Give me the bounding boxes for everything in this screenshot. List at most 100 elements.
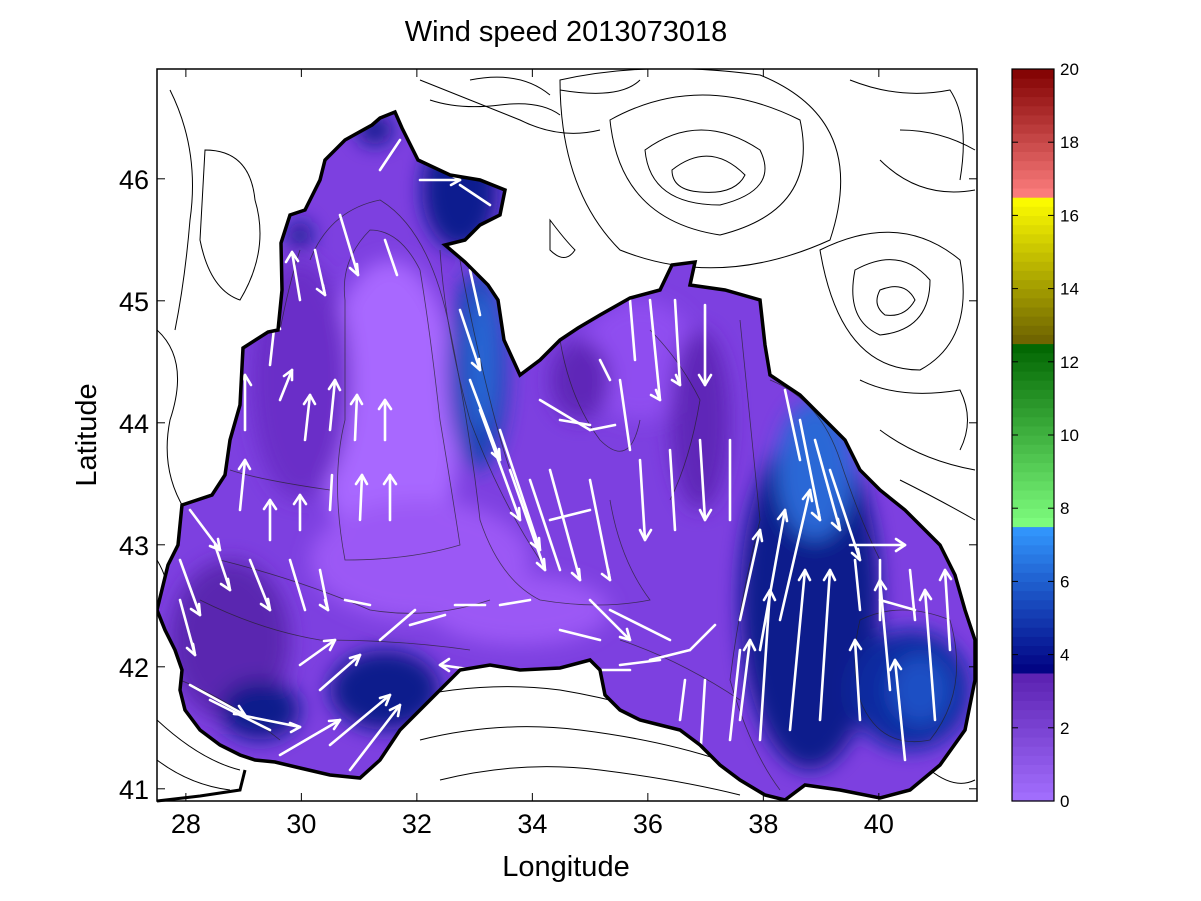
colorbar-step [1012,444,1054,454]
colorbar-step [1012,535,1054,546]
y-tick-label: 43 [119,531,149,561]
colorbar-step [1012,736,1054,747]
colorbar-step [1012,746,1054,756]
colorbar-tick-label: 18 [1060,133,1079,152]
colorbar-step [1012,206,1054,216]
colorbar-step [1012,343,1054,354]
colorbar-step [1012,306,1054,317]
wind-vectors [178,138,953,772]
colorbar-step [1012,672,1054,683]
colorbar-step [1012,499,1054,509]
colorbar-step [1012,471,1054,482]
colorbar-step [1012,544,1054,555]
colorbar-step [1012,553,1054,564]
colorbar-step [1012,123,1054,134]
colorbar-step [1012,608,1054,619]
colorbar-tick-label: 12 [1060,353,1079,372]
colorbar-step [1012,718,1054,729]
colorbar-tick-label: 0 [1060,792,1069,811]
colorbar-step [1012,453,1054,464]
land-contours [157,69,976,796]
colorbar-tick-label: 2 [1060,719,1069,738]
colorbar-step [1012,782,1054,793]
colorbar-step [1012,489,1054,500]
colorbar-step [1012,663,1054,674]
colorbar-step [1012,151,1054,162]
colorbar-step [1012,791,1054,802]
colorbar-step [1012,691,1054,701]
colorbar-step [1012,261,1054,271]
colorbar-tick-label: 16 [1060,206,1079,225]
colorbar-step [1012,508,1054,518]
colorbar-step [1012,133,1054,143]
colorbar-tick-label: 6 [1060,572,1069,591]
colorbar-step [1012,87,1054,98]
y-tick-label: 44 [119,409,149,439]
colorbar-step [1012,114,1054,125]
colorbar-step [1012,233,1054,244]
colorbar-step [1012,654,1054,665]
colorbar-step [1012,334,1054,345]
x-tick-label: 32 [402,809,432,839]
colorbar-step [1012,361,1054,372]
colorbar-step [1012,700,1054,711]
x-axis-label: Longitude [502,851,629,883]
plot-frame [156,68,978,802]
colorbar-step [1012,316,1054,326]
colorbar-step [1012,389,1054,399]
colorbar-step [1012,224,1054,235]
colorbar-step [1012,682,1054,692]
colorbar-step [1012,581,1054,592]
colorbar-step [1012,352,1054,363]
colorbar-tick-label: 4 [1060,646,1069,665]
colorbar-step [1012,599,1054,610]
colorbar: 0 2 4 6 8 10 12 14 16 18 20 [1011,60,1079,811]
colorbar-step [1012,197,1054,207]
colorbar-step [1012,380,1054,390]
x-tick-label: 28 [171,809,201,839]
colorbar-step [1012,69,1054,79]
colorbar-step [1012,242,1054,253]
x-tick-label: 34 [517,809,547,839]
colorbar-step [1012,187,1054,198]
colorbar-step [1012,270,1054,281]
colorbar-step [1012,727,1054,738]
colorbar-step [1012,370,1054,381]
plot-area: 28 30 32 34 36 38 40 41 42 43 44 45 46 [119,68,978,839]
y-axis-label: Latitude [71,383,103,486]
colorbar-step [1012,215,1054,226]
chart-title: Wind speed 2013073018 [405,16,727,48]
y-tick-label: 41 [119,775,149,805]
colorbar-step [1012,425,1054,436]
colorbar-step [1012,435,1054,445]
colorbar-tick-label: 14 [1060,280,1079,299]
y-tick-label: 46 [119,165,149,195]
coastline-segment [156,769,247,803]
colorbar-step [1012,709,1054,720]
colorbar-step [1012,416,1054,427]
colorbar-step [1012,78,1054,88]
colorbar-step [1012,618,1054,628]
colorbar-step [1012,526,1054,537]
colorbar-step [1012,252,1054,262]
x-tick-label: 36 [633,809,663,839]
colorbar-step [1012,407,1054,418]
colorbar-step [1012,563,1054,573]
colorbar-step [1012,572,1054,582]
axis-ticks: 28 30 32 34 36 38 40 41 42 43 44 45 46 [119,69,977,839]
colorbar-step [1012,517,1054,528]
colorbar-step [1012,142,1054,152]
colorbar-step [1012,627,1054,637]
colorbar-step [1012,764,1054,775]
colorbar-step [1012,279,1054,290]
colorbar-step [1012,773,1054,784]
colorbar-tick-label: 10 [1060,426,1079,445]
colorbar-step [1012,169,1054,180]
colorbar-step [1012,398,1054,409]
colorbar-step [1012,105,1054,116]
colorbar-step [1012,480,1054,491]
colorbar-step [1012,297,1054,308]
colorbar-step [1012,288,1054,299]
colorbar-step [1012,755,1054,765]
x-tick-label: 38 [748,809,778,839]
